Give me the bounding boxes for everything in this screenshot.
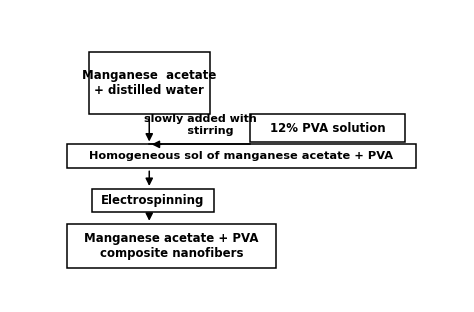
FancyBboxPatch shape xyxy=(66,144,416,168)
Text: Homogeneous sol of manganese acetate + PVA: Homogeneous sol of manganese acetate + P… xyxy=(89,151,393,161)
Text: 12% PVA solution: 12% PVA solution xyxy=(270,122,385,135)
Text: slowly added with
     stirring: slowly added with stirring xyxy=(144,114,257,136)
FancyBboxPatch shape xyxy=(66,224,276,268)
Text: Manganese  acetate
+ distilled water: Manganese acetate + distilled water xyxy=(82,69,217,97)
Text: Electrospinning: Electrospinning xyxy=(101,194,205,207)
FancyBboxPatch shape xyxy=(89,52,210,114)
FancyBboxPatch shape xyxy=(250,114,405,142)
FancyBboxPatch shape xyxy=(92,189,213,212)
Text: Manganese acetate + PVA
composite nanofibers: Manganese acetate + PVA composite nanofi… xyxy=(84,232,258,260)
